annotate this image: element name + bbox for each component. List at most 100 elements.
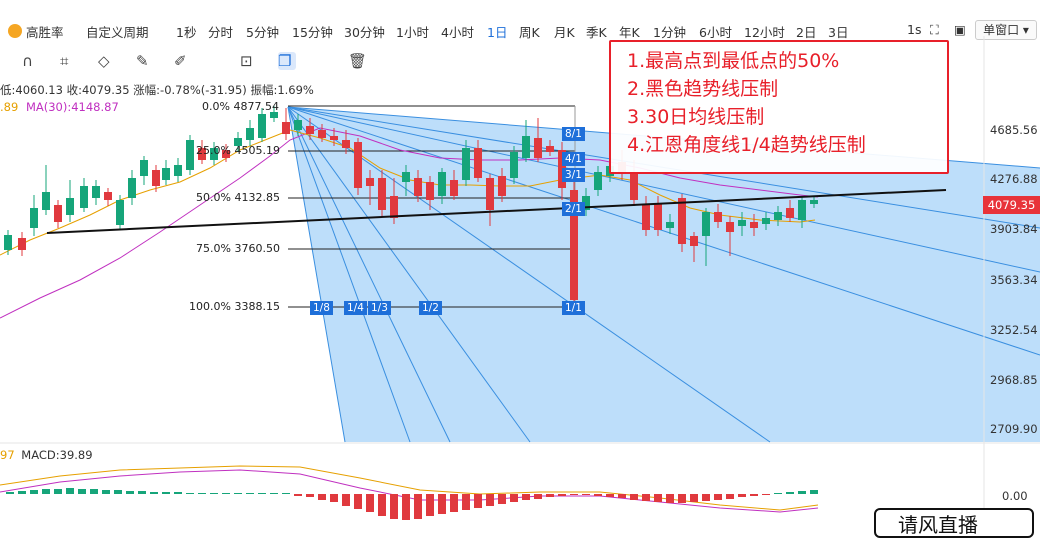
period-0[interactable]: 自定义周期	[86, 25, 149, 40]
gann-fan-area	[288, 107, 1040, 442]
macd-bar	[150, 492, 158, 494]
gann-line-2-1	[287, 106, 1040, 356]
candlestick-chart[interactable]	[0, 0, 1040, 526]
macd-info-bar: 97 MACD:39.89	[0, 448, 93, 462]
candle-body	[726, 222, 734, 232]
macd-bar	[438, 494, 446, 514]
macd-bar	[642, 494, 650, 501]
macd-bar	[18, 491, 26, 494]
candle-body	[630, 172, 638, 200]
macd-bar	[774, 493, 782, 494]
macd-bar	[498, 494, 506, 504]
settings-icon[interactable]: ▣	[954, 22, 966, 37]
price-tick: 4276.88	[990, 172, 1038, 186]
window-mode-label: 单窗口	[983, 23, 1020, 37]
candle-body	[810, 200, 818, 204]
candle-body	[738, 220, 746, 226]
candle-body	[80, 186, 88, 208]
macd-bar	[726, 494, 734, 499]
magnet-icon[interactable]: ∩	[22, 52, 33, 70]
period-10[interactable]: 月K	[554, 25, 575, 40]
candle-body	[306, 126, 314, 134]
candle-body	[510, 152, 518, 178]
pen-icon[interactable]: ✎	[136, 52, 149, 70]
gann-label-8-1: 8/1	[562, 127, 585, 141]
brand-name[interactable]: 高胜率	[26, 25, 64, 40]
ruler-icon[interactable]: ⌗	[60, 52, 69, 70]
candle-body	[390, 196, 398, 218]
ma-partial-value: .89	[0, 100, 19, 114]
candle-body	[354, 142, 362, 188]
period-17[interactable]: 3日	[828, 25, 849, 40]
period-1s[interactable]: 1s	[907, 22, 922, 37]
macd-bar	[282, 493, 290, 494]
macd-bar	[174, 492, 182, 494]
lock-icon[interactable]: ⊡	[240, 52, 253, 70]
candle-body	[678, 198, 686, 244]
period-13[interactable]: 1分钟	[653, 25, 686, 40]
gann-line-1-4	[287, 106, 411, 443]
macd-bar	[42, 489, 50, 494]
macd-bar	[510, 494, 518, 502]
macd-bar	[810, 490, 818, 494]
period-4[interactable]: 15分钟	[292, 25, 333, 40]
macd-bar	[426, 494, 434, 516]
price-tick: 2709.90	[990, 422, 1038, 436]
period-14[interactable]: 6小时	[699, 25, 732, 40]
period-15[interactable]: 12小时	[744, 25, 785, 40]
macd-bar	[90, 489, 98, 494]
candle-body	[342, 140, 350, 148]
macd-bar	[354, 494, 362, 509]
period-12[interactable]: 年K	[619, 25, 640, 40]
trash-icon[interactable]: 🗑	[348, 52, 368, 70]
macd-bar	[450, 494, 458, 512]
period-1[interactable]: 1秒	[176, 25, 197, 40]
candle-body	[798, 200, 806, 220]
gann-line-3-1	[287, 106, 1040, 273]
current-price-tag: 4079.35	[983, 196, 1040, 214]
amplitude-value: 振幅:1.69%	[250, 83, 314, 97]
period-2[interactable]: 分时	[208, 25, 234, 40]
period-9[interactable]: 周K	[519, 25, 540, 40]
macd-bar	[198, 493, 206, 494]
copy-icon[interactable]: ❐	[278, 52, 296, 70]
period-11[interactable]: 季K	[586, 25, 607, 40]
macd-bar	[414, 494, 422, 519]
macd-bar	[258, 493, 266, 494]
macd-bar	[306, 494, 314, 497]
macd-bar	[138, 491, 146, 494]
candle-body	[270, 112, 278, 118]
macd-bar	[654, 494, 662, 502]
period-16[interactable]: 2日	[796, 25, 817, 40]
macd-bar	[366, 494, 374, 512]
eraser-icon[interactable]: ◇	[98, 52, 110, 70]
macd-bar	[102, 490, 110, 494]
candle-body	[750, 222, 758, 228]
macd-bar	[474, 494, 482, 508]
macd-bar	[486, 494, 494, 506]
fullscreen-icon[interactable]: ⛶	[930, 22, 939, 37]
candle-body	[438, 172, 446, 196]
period-6[interactable]: 1小时	[396, 25, 429, 40]
price-tick: 3903.84	[990, 222, 1038, 236]
macd-bar	[702, 494, 710, 501]
period-3[interactable]: 5分钟	[246, 25, 279, 40]
price-tick: 2968.85	[990, 373, 1038, 387]
window-mode-select[interactable]: 单窗口 ▾	[975, 20, 1037, 40]
period-7[interactable]: 4小时	[441, 25, 474, 40]
gann-line-1-2	[287, 106, 531, 443]
macd-bar	[546, 494, 554, 497]
period-8[interactable]: 1日	[487, 25, 508, 40]
period-5[interactable]: 30分钟	[344, 25, 385, 40]
change-value: 涨幅:-0.78%(-31.95)	[133, 83, 247, 97]
brush-icon[interactable]: ✐	[174, 52, 187, 70]
candle-body	[4, 235, 12, 250]
candle-body	[486, 178, 494, 210]
macd-bar	[378, 494, 386, 516]
candle-body	[282, 122, 290, 134]
price-tick: 4685.56	[990, 123, 1038, 137]
macd-bar	[270, 493, 278, 494]
candle-body	[702, 212, 710, 236]
macd-bar	[606, 494, 614, 497]
macd-bar	[666, 494, 674, 503]
